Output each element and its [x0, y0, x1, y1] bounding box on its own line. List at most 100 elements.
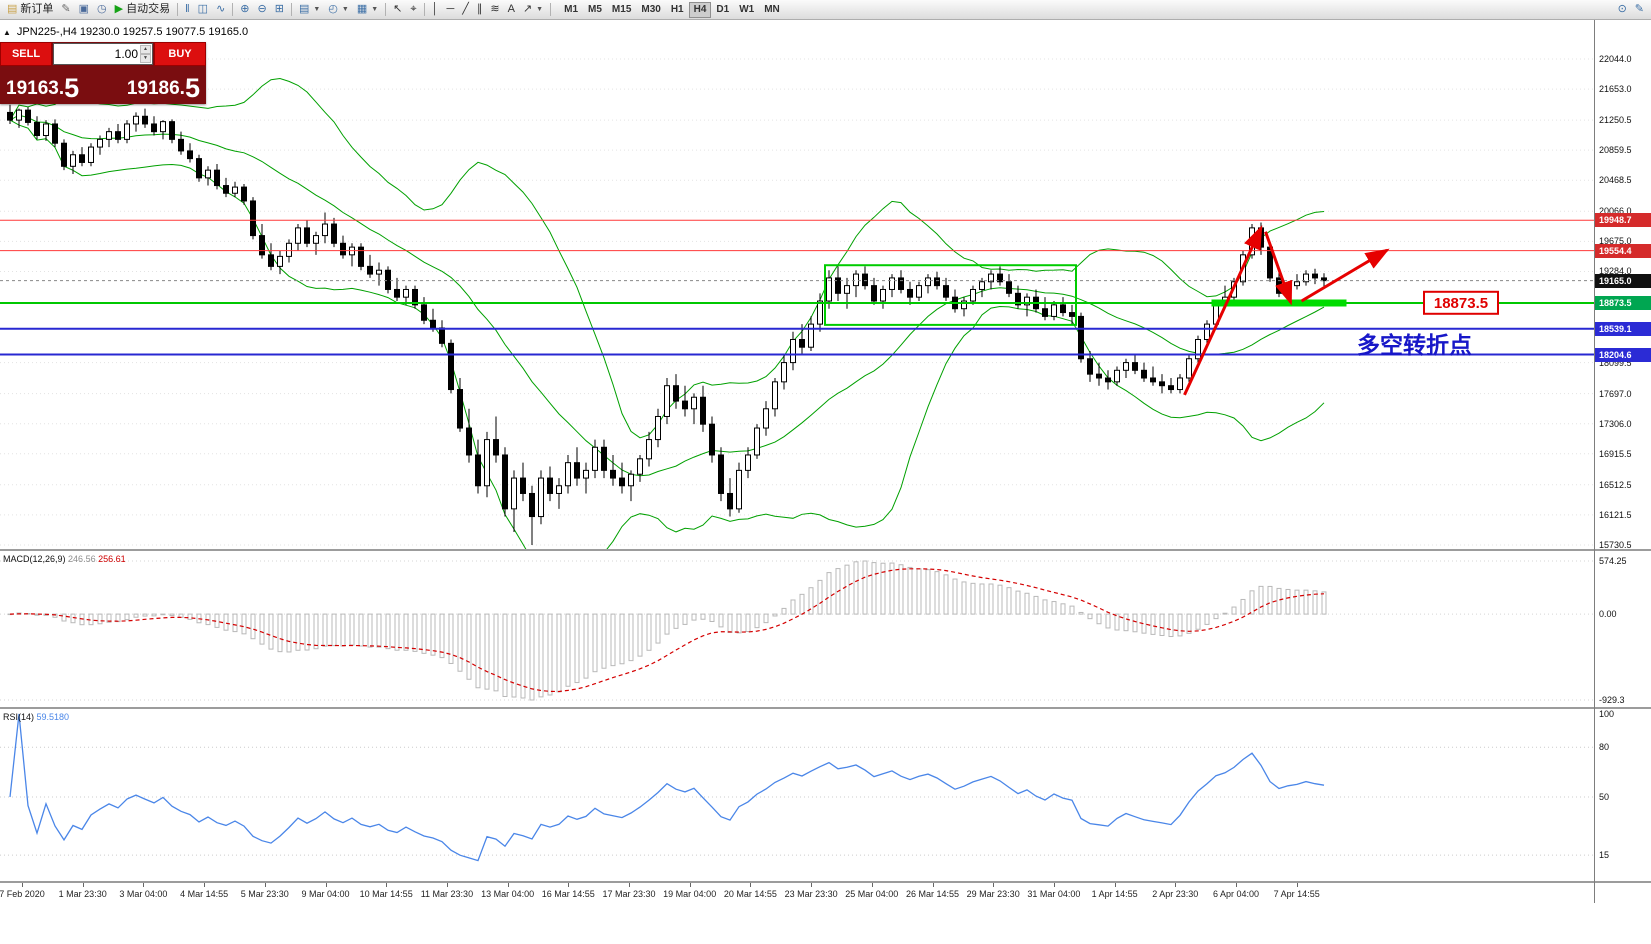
metaeditor-icon[interactable]: ✎ [57, 1, 74, 18]
auto-trading-button[interactable]: ▶ 自动交易 [111, 1, 174, 18]
volume-up-icon[interactable]: ▲ [140, 45, 151, 54]
price-axis-label: 16512.5 [1599, 479, 1632, 490]
volume-down-icon[interactable]: ▼ [140, 54, 151, 63]
price-axis-label: 20468.5 [1599, 175, 1632, 186]
timeframe-m30[interactable]: M30 [636, 2, 665, 18]
timeframe-m15[interactable]: M15 [607, 2, 636, 18]
timeframe-mn[interactable]: MN [759, 2, 785, 18]
metaeditor-icon: ✎ [61, 3, 71, 15]
timeframe-h1[interactable]: H1 [666, 2, 689, 18]
vertical-line-icon[interactable]: │ [428, 1, 443, 18]
time-tick [1114, 883, 1116, 887]
zoom-in-icon[interactable]: ⊕ [236, 1, 253, 18]
timeframe-h4[interactable]: H4 [688, 1, 712, 18]
rsi-levels [0, 746, 1594, 856]
strategy-tester-icon[interactable]: ◷ [93, 1, 111, 18]
arrows-icon[interactable]: ↗ ▼ [519, 1, 547, 18]
fibonacci-icon[interactable]: ≋ [486, 1, 503, 18]
zoom-out-icon[interactable]: ⊖ [254, 1, 271, 18]
consolidation-box [824, 264, 1077, 326]
one-click-trading-panel: SELL ▲ ▼ BUY 19163.5 19186.5 [0, 42, 206, 104]
current-price-badge: 19165.0 [1595, 273, 1651, 288]
time-tick [811, 883, 813, 887]
time-axis-label: 9 Mar 04:00 [301, 889, 350, 899]
channel-icon[interactable]: ∥ [473, 1, 487, 18]
time-tick [1236, 883, 1237, 887]
time-axis-label: 3 Mar 04:00 [119, 889, 168, 899]
macd-label: MACD(12,26,9) 246.56 256.61 [3, 554, 126, 564]
toolbar-right-group: ⊙ ✎ [1614, 1, 1648, 18]
search-icon[interactable]: ⊙ [1614, 1, 1631, 18]
time-axis-label: 17 Mar 23:30 [602, 889, 656, 899]
rsi-axis-label: 100 [1599, 709, 1615, 719]
arrows-icon: ↗ [522, 3, 533, 15]
chart-ohlc-title: ▲ JPN225-,H4 19230.0 19257.5 19077.5 191… [3, 26, 248, 38]
timeframe-m5[interactable]: M5 [583, 2, 607, 18]
macd-axis-label: -929.3 [1599, 695, 1625, 705]
horizontal-line-icon[interactable]: ─ [442, 1, 458, 18]
time-tick [568, 883, 570, 887]
cursor-icon[interactable]: ↖ [389, 1, 406, 18]
main-chart-canvas[interactable]: ▼ 18873.5 多空转折点 [0, 20, 1594, 549]
bar-chart-icon[interactable]: ‖ [181, 1, 194, 18]
timeframe-w1[interactable]: W1 [734, 2, 759, 18]
time-axis-label: 1 Mar 23:30 [58, 889, 107, 899]
price-axis-label: 17697.0 [1599, 388, 1632, 399]
text-icon[interactable]: A [504, 1, 519, 18]
price-axis-label: 15730.5 [1599, 540, 1632, 550]
level-lines [0, 219, 1594, 356]
timeframe-group: M1 M5 M15 M30 H1 H4 D1 W1 MN [559, 1, 785, 18]
time-tick [143, 883, 145, 887]
support-line-2-badge: 18539.1 [1595, 321, 1651, 336]
bar-chart-icon: ‖ [185, 3, 190, 15]
market-watch-icon[interactable]: ▣ [75, 1, 93, 18]
time-axis-label: 13 Mar 04:00 [481, 889, 535, 899]
timeframe-d1[interactable]: D1 [711, 2, 734, 18]
time-tick [446, 883, 448, 887]
text-icon: A [507, 3, 515, 15]
time-axis-label: 1 Apr 14:55 [1091, 889, 1138, 899]
timeframe-m1[interactable]: M1 [559, 2, 583, 18]
volume-input[interactable] [54, 46, 152, 62]
bollinger-bands [9, 77, 1325, 549]
one-click-expander-icon[interactable]: ▲ [3, 27, 11, 37]
rsi-axis-label: 80 [1599, 742, 1610, 753]
tile-windows-icon[interactable]: ⊞ [271, 1, 288, 18]
time-tick [507, 883, 509, 887]
candles-layer [7, 104, 1327, 546]
price-axis-label: 19675.0 [1599, 236, 1632, 247]
profiles-icon[interactable]: ◴ ▼ [324, 1, 353, 18]
main-toolbar: ▤ 新订单 ✎ ▣ ◷ ▶ 自动交易 ‖ ◫ ∿ ⊕ ⊖ ⊞ ▤ ▼ ◴ ▼ ▦ ▼ ↖ ⌖ │ ─ ╱ ∥ ≋ A ↗ ▼ M1 M5 M… [0, 0, 1651, 20]
time-axis-label: 29 Mar 23:30 [966, 889, 1020, 899]
auto-trading-button: ▶ [114, 3, 124, 15]
trendline-icon[interactable]: ╱ [458, 1, 473, 18]
edit-icon[interactable]: ✎ [1631, 1, 1648, 18]
price-axis-label: 18099.5 [1599, 357, 1632, 368]
new-order-button[interactable]: ▤ 新订单 [3, 1, 57, 18]
horizontal-line-icon: ─ [446, 3, 455, 15]
candlestick-chart-icon[interactable]: ◫ [194, 1, 212, 18]
pane-separator-1[interactable] [0, 549, 1651, 551]
rsi-pane-canvas[interactable] [0, 709, 1594, 881]
sell-button[interactable]: SELL [0, 42, 52, 66]
pane-separator-3[interactable] [0, 881, 1651, 883]
tile-windows-icon: ⊞ [274, 3, 284, 15]
buy-button[interactable]: BUY [154, 42, 206, 66]
pane-separator-2[interactable] [0, 707, 1651, 709]
trend-arrow [1300, 248, 1390, 303]
crosshair-icon[interactable]: ⌖ [406, 1, 420, 18]
macd-pane-canvas[interactable] [0, 551, 1594, 707]
trend-arrow [1264, 231, 1293, 306]
new-chart-icon[interactable]: ▤ ▼ [295, 1, 324, 18]
templates-icon[interactable]: ▦ ▼ [353, 1, 382, 18]
toolbar-separator [290, 3, 292, 16]
time-axis-label: 6 Apr 04:00 [1212, 889, 1260, 899]
time-axis-label: 11 Mar 23:30 [420, 889, 474, 899]
support-line-3-badge: 18204.6 [1595, 347, 1651, 362]
toolbar-separator [550, 3, 552, 16]
strategy-tester-icon: ◷ [97, 3, 107, 15]
line-chart-icon[interactable]: ∿ [212, 1, 229, 18]
time-tick [689, 883, 691, 887]
time-axis[interactable]: 7 Feb 2020 1 Mar 23:30 3 Mar 04:00 4 Mar 14… [0, 883, 1594, 903]
